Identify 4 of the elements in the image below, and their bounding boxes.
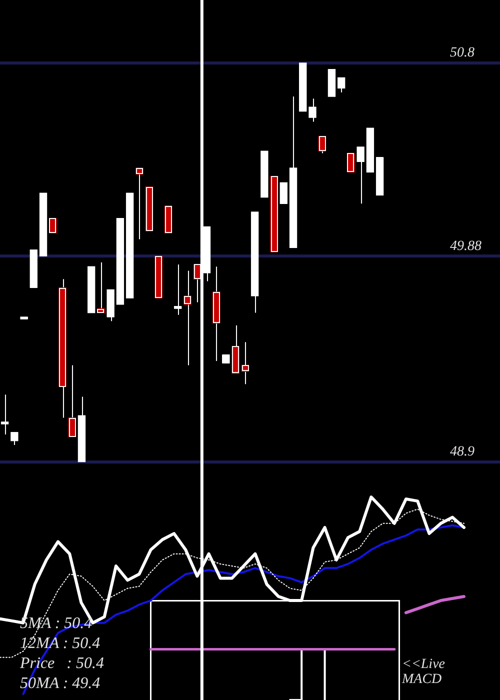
annotation: <<Live MACD — [402, 657, 446, 687]
y-tick-label: 50.8 — [450, 46, 474, 61]
y-tick-label: 48.9 — [450, 444, 474, 460]
y-tick-label: 49.88 — [450, 238, 482, 254]
